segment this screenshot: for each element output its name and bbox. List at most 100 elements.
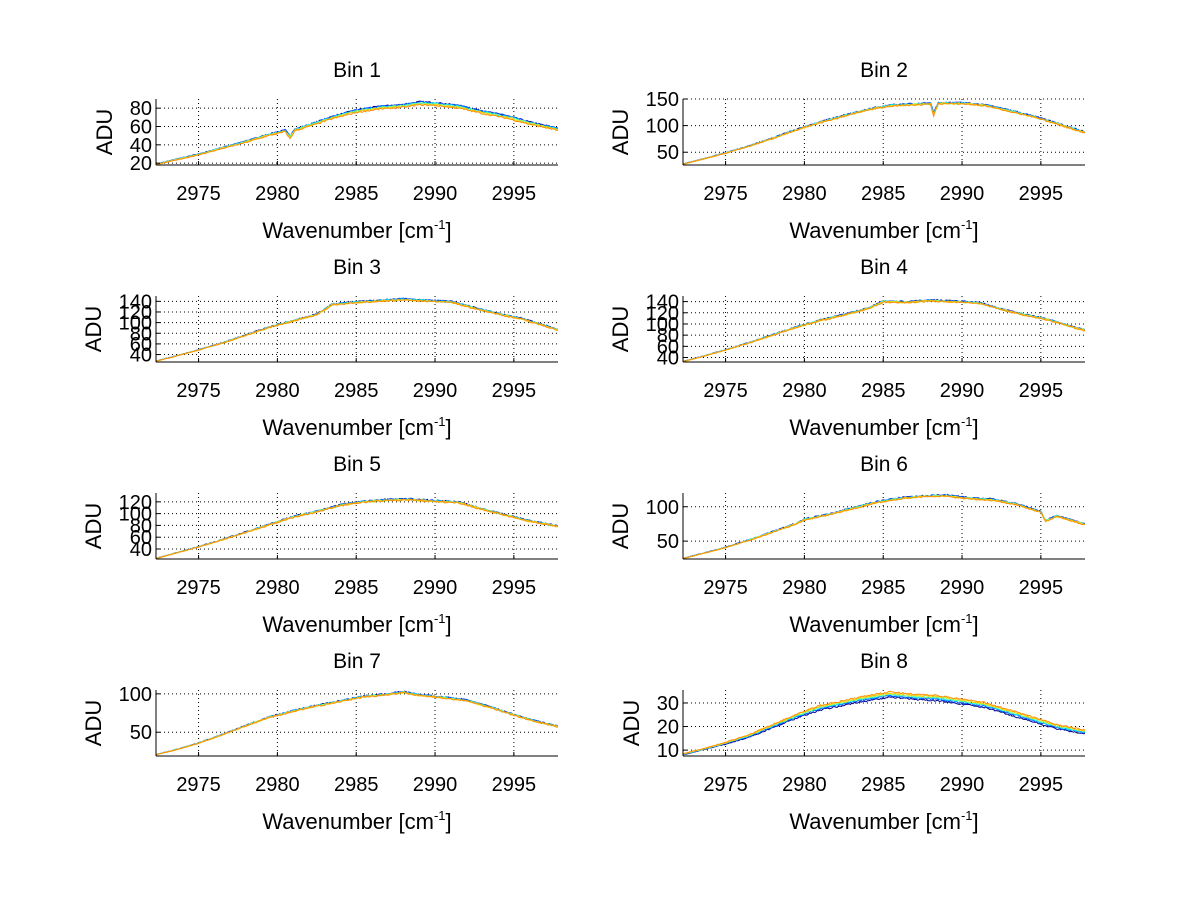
series-line-6 [156, 299, 558, 362]
series-line-5 [683, 495, 1085, 559]
x-tick-label: 2995 [492, 577, 537, 599]
series-line-2 [683, 298, 1085, 362]
x-tick-label: 2985 [334, 774, 379, 796]
series-line-1 [156, 690, 558, 755]
x-tick-label: 2975 [703, 380, 748, 402]
x-axis-label-text: Wavenumber [cm [262, 809, 434, 834]
series-line-6 [156, 691, 558, 756]
series-line-3 [683, 494, 1085, 559]
x-axis-label-text: Wavenumber [cm [789, 809, 961, 834]
x-axis-label-end: ] [446, 612, 452, 637]
x-tick-label: 2985 [861, 183, 906, 205]
series-line-4 [156, 691, 558, 756]
subplot-title: Bin 8 [860, 650, 908, 673]
x-axis-label-superscript: -1 [434, 414, 446, 429]
x-tick-label: 2990 [413, 577, 458, 599]
subplot-bin-2: Bin 2 2975 2980 2985 2990 2995 50 100 150 Wavenum… [608, 59, 1085, 243]
x-tick-label: 2980 [255, 380, 300, 402]
subplot-title: Bin 4 [860, 256, 908, 279]
series-line-4 [683, 101, 1085, 165]
y-tick-label: 50 [130, 722, 152, 744]
y-axis-label: ADU [608, 109, 633, 155]
y-tick-label: 20 [657, 717, 679, 739]
y-tick-label: 100 [646, 497, 679, 519]
subplot-bin-3: Bin 3 2975 2980 2985 2990 2995 406080100120140… [81, 256, 558, 440]
x-tick-label: 2985 [861, 577, 906, 599]
y-tick-label: 100 [119, 504, 152, 526]
series-line-1 [683, 298, 1085, 362]
y-tick-label: 100 [119, 684, 152, 706]
subplot-bin-6: Bin 6 2975 2980 2985 2990 2995 50 100 Wavenumber… [608, 453, 1085, 637]
y-tick-label: 100 [646, 116, 679, 138]
x-tick-label: 2995 [1019, 774, 1064, 796]
subplot-title: Bin 2 [860, 59, 908, 82]
y-axis-label: ADU [608, 503, 633, 549]
subplot-title: Bin 5 [333, 453, 381, 476]
y-tick-label: 140 [646, 292, 679, 314]
x-axis-label: Wavenumber [cm-1] [789, 808, 978, 834]
x-axis-label-superscript: -1 [961, 414, 973, 429]
x-axis-label-superscript: -1 [961, 611, 973, 626]
x-axis-label-text: Wavenumber [cm [262, 612, 434, 637]
x-tick-label: 2985 [334, 577, 379, 599]
x-tick-label: 2980 [255, 577, 300, 599]
x-axis-label-superscript: -1 [961, 808, 973, 823]
series-line-5 [683, 299, 1085, 362]
x-axis-label-end: ] [973, 612, 979, 637]
x-axis-label-end: ] [446, 809, 452, 834]
x-tick-label: 2985 [334, 380, 379, 402]
x-axis-label-text: Wavenumber [cm [789, 218, 961, 243]
x-tick-label: 2990 [940, 380, 985, 402]
subplot-title: Bin 6 [860, 453, 908, 476]
x-tick-label: 2980 [255, 183, 300, 205]
x-tick-label: 2990 [940, 183, 985, 205]
x-axis-label-text: Wavenumber [cm [262, 415, 434, 440]
series-line-2 [156, 690, 558, 755]
x-tick-label: 2975 [703, 774, 748, 796]
y-tick-label: 120 [119, 492, 152, 514]
y-axis-label: ADU [81, 700, 106, 746]
y-tick-label: 30 [657, 693, 679, 715]
series-line-6 [156, 103, 558, 165]
x-axis-label-text: Wavenumber [cm [789, 415, 961, 440]
y-axis-label: ADU [92, 109, 117, 155]
y-tick-label: 80 [130, 515, 152, 537]
series-line-1 [683, 696, 1085, 756]
x-tick-label: 2995 [1019, 380, 1064, 402]
x-tick-label: 2990 [940, 577, 985, 599]
series-line-6 [683, 299, 1085, 362]
x-tick-label: 2990 [413, 183, 458, 205]
y-tick-label: 40 [130, 135, 152, 157]
series-line-5 [156, 498, 558, 559]
x-tick-label: 2980 [782, 183, 827, 205]
x-tick-label: 2990 [413, 774, 458, 796]
series-line-2 [683, 694, 1085, 755]
y-tick-label: 40 [130, 345, 152, 367]
series-line-3 [156, 498, 558, 559]
y-axis-label: ADU [619, 700, 644, 746]
subplot-bin-7: Bin 7 2975 2980 2985 2990 2995 50 100 Wavenumber… [81, 650, 558, 834]
y-tick-label: 140 [119, 291, 152, 313]
series-line-3 [156, 101, 558, 165]
series-line-6 [156, 498, 558, 559]
subplot-title: Bin 3 [333, 256, 381, 279]
x-axis-label-end: ] [973, 218, 979, 243]
y-tick-label: 80 [657, 325, 679, 347]
series-line-3 [683, 299, 1085, 362]
series-line-2 [683, 101, 1085, 165]
x-tick-label: 2995 [492, 380, 537, 402]
x-tick-label: 2985 [861, 380, 906, 402]
x-axis-label-end: ] [446, 218, 452, 243]
subplot-title: Bin 7 [333, 650, 381, 673]
y-tick-label: 50 [657, 531, 679, 553]
series-line-6 [683, 690, 1085, 755]
x-tick-label: 2975 [176, 380, 221, 402]
x-tick-label: 2990 [940, 774, 985, 796]
x-axis-label: Wavenumber [cm-1] [789, 611, 978, 637]
series-line-5 [683, 692, 1085, 755]
x-tick-label: 2995 [1019, 577, 1064, 599]
x-tick-label: 2980 [782, 774, 827, 796]
